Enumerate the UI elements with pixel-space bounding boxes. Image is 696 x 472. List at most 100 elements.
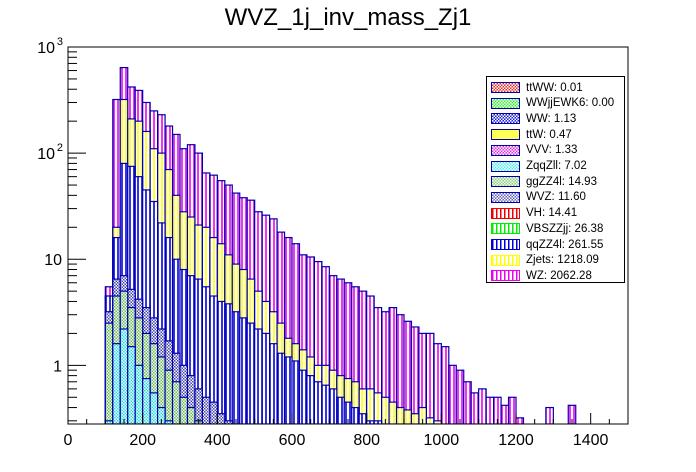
bar-qqZZ4l-540	[269, 343, 278, 424]
legend-swatch	[491, 129, 520, 141]
legend-swatch	[491, 254, 520, 266]
bar-ggZZ4l-300	[179, 396, 189, 424]
bar-ZqqZll-180	[134, 364, 144, 424]
bar-WVZ-340	[194, 388, 204, 424]
legend-swatch	[491, 144, 520, 156]
legend-swatch	[491, 97, 520, 109]
legend-swatch	[491, 270, 520, 282]
legend-item-ggZZ4l: ggZZ4l: 14.93	[491, 174, 597, 189]
bar-WZ-1040	[455, 369, 465, 424]
legend-swatch	[491, 239, 520, 250]
bar-WZ-1120	[485, 396, 495, 424]
y-tick-exponent: 3	[57, 36, 63, 48]
bar-Zjets-920	[410, 413, 420, 424]
x-tick-label: 600	[279, 432, 306, 449]
legend-swatch	[491, 176, 520, 188]
x-tick-label: 200	[129, 432, 156, 449]
legend-swatch	[491, 113, 520, 125]
x-tick-label: 1200	[498, 432, 534, 449]
bar-ggZZ4l-320	[186, 406, 196, 424]
legend-item-ttWW: ttWW: 0.01	[491, 80, 583, 95]
bar-Zjets-800	[366, 388, 375, 424]
y-tick-label: 10	[44, 252, 62, 269]
y-tick-exponent: 2	[57, 142, 63, 154]
legend-label: WWjjEWK6: 0.00	[526, 97, 615, 110]
legend-item-VVV: VVV: 1.33	[491, 143, 577, 158]
bar-ZqqZll-240	[157, 406, 166, 424]
bar-Zjets-860	[388, 401, 398, 424]
bar-WZ-1100	[478, 388, 487, 424]
legend-item-ZqqZll: ZqqZll: 7.02	[491, 159, 587, 174]
x-tick-label: 1400	[573, 432, 609, 449]
legend-item-ttW: ttW: 0.47	[491, 127, 572, 142]
bar-qqZZ4l-500	[254, 328, 263, 424]
bar-qqZZ4l-640	[306, 375, 315, 424]
bar-qqZZ4l-660	[313, 381, 323, 424]
legend-swatch	[491, 223, 520, 235]
legend-label: WZ: 2062.28	[526, 269, 592, 282]
bar-qqZZ4l-680	[321, 384, 330, 424]
legend-item-VBSZZjj: VBSZZjj: 26.38	[491, 221, 603, 236]
bar-Zjets-900	[403, 409, 413, 424]
chart-title: WVZ_1j_inv_mass_Zj1	[224, 4, 472, 31]
bar-qqZZ4l-760	[351, 406, 360, 424]
legend-item-WW: WW: 1.13	[491, 111, 576, 126]
bar-ggZZ4l-260	[164, 369, 174, 424]
bar-qqZZ4l-520	[261, 332, 271, 424]
bar-ZqqZll-140	[119, 328, 129, 424]
bar-WVZ-360	[201, 396, 211, 424]
legend-item-WWjjEWK6: WWjjEWK6: 0.00	[491, 96, 614, 111]
legend-label: VH: 14.41	[526, 207, 578, 220]
x-tick-label: 0	[64, 432, 73, 449]
bar-qqZZ4l-720	[336, 396, 345, 424]
x-tick-label: 400	[204, 432, 231, 449]
bar-WVZ-400	[216, 413, 226, 424]
legend-swatch	[491, 82, 520, 93]
legend-swatch	[491, 160, 520, 172]
legend-label: VBSZZjj: 26.38	[526, 222, 604, 235]
bar-qqZZ4l-400	[216, 300, 226, 424]
bar-qqZZ4l-440	[231, 311, 241, 424]
bar-Zjets-940	[418, 406, 427, 424]
bar-qqZZ4l-560	[276, 352, 286, 424]
bar-Zjets-960	[425, 417, 435, 424]
legend-label: ttWW: 0.01	[526, 81, 583, 94]
bar-WZ-1340	[567, 404, 577, 424]
legend: ttWW: 0.01 WWjjEWK6: 0.00 WW: 1.13 ttW: 0.4…	[486, 76, 625, 283]
bar-ZqqZll-220	[149, 392, 159, 424]
bar-WZ-1180	[507, 396, 517, 424]
legend-item-Zjets: Zjets: 1218.09	[491, 253, 599, 268]
bar-Zjets-820	[373, 392, 383, 424]
bar-WZ-1280	[545, 406, 554, 424]
legend-item-qqZZ4l: qqZZ4l: 261.55	[491, 237, 603, 252]
legend-label: VVV: 1.33	[526, 144, 578, 157]
bar-WZ-920	[410, 326, 420, 424]
bar-ggZZ4l-280	[171, 381, 181, 424]
bar-ZqqZll-120	[112, 343, 121, 424]
bar-WZ-1000	[440, 346, 450, 424]
legend-item-WZ: WZ: 2062.28	[491, 268, 592, 283]
legend-item-VH: VH: 14.41	[491, 206, 577, 221]
bar-qqZZ4l-600	[291, 360, 301, 424]
bar-qqZZ4l-700	[328, 388, 338, 424]
bar-WZ-1160	[500, 404, 510, 424]
y-tick-label: 10	[37, 146, 55, 163]
bar-qqZZ4l-480	[246, 322, 256, 424]
legend-label: WW: 1.13	[526, 112, 577, 125]
legend-swatch	[491, 207, 520, 219]
bar-WZ-900	[403, 320, 413, 424]
y-tick-label: 10	[37, 40, 55, 57]
bar-ggZZ4l-100	[104, 322, 114, 424]
legend-item-WVZ: WVZ: 11.60	[491, 190, 586, 205]
bar-qqZZ4l-620	[298, 369, 308, 424]
bar-WZ-960	[425, 332, 435, 424]
x-tick-label: 800	[353, 432, 380, 449]
legend-label: ggZZ4l: 14.93	[526, 175, 597, 188]
bar-WZ-1080	[470, 392, 480, 424]
legend-label: WVZ: 11.60	[526, 191, 586, 204]
bar-WZ-1060	[463, 381, 472, 424]
bar-WZ-980	[433, 343, 442, 424]
bar-WVZ-380	[209, 401, 218, 424]
bar-qqZZ4l-580	[283, 356, 293, 424]
